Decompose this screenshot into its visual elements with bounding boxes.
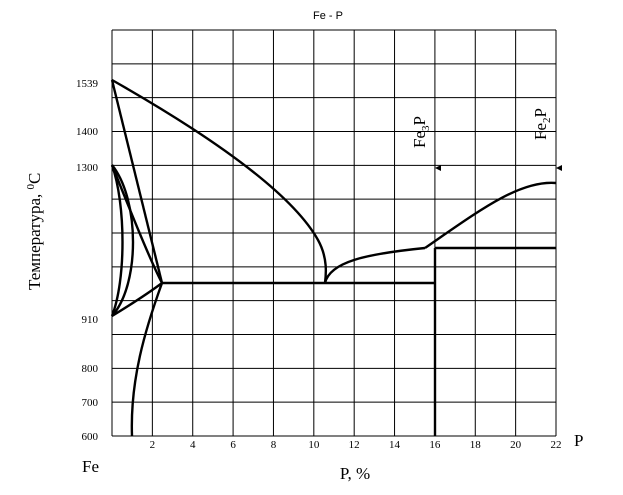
axis-end-label: P <box>574 431 583 450</box>
gamma-loop <box>110 164 124 317</box>
solidus <box>110 79 164 284</box>
x-tick-label: 12 <box>349 439 360 451</box>
y-axis-label: Температура, 0C <box>25 173 44 290</box>
y-tick-label: 1400 <box>76 126 99 138</box>
x-tick-label: 10 <box>308 439 320 451</box>
y-tick-label: 600 <box>82 431 99 443</box>
phase-label: Fe3P <box>410 116 432 148</box>
y-tick-label: 1300 <box>76 162 99 174</box>
x-tick-label: 20 <box>510 439 522 451</box>
x-tick-label: 6 <box>230 439 236 451</box>
x-tick-label: 16 <box>429 439 441 451</box>
x-tick-label: 14 <box>389 439 401 451</box>
tick-labels: 2 4 6 8 10 12 14 16 18 20 22 600 700 800 910 1300 1400 15… <box>76 78 562 451</box>
phase-lines <box>110 78 557 437</box>
phase-label: Fe2P <box>531 108 553 140</box>
origin-label: Fe <box>82 457 99 476</box>
x-tick-label: 2 <box>150 439 156 451</box>
grid <box>111 29 557 437</box>
x-tick-label: 4 <box>190 439 196 451</box>
y-tick-label: 800 <box>82 363 99 375</box>
y-tick-label: 910 <box>82 314 99 326</box>
phase-line <box>110 164 164 284</box>
gamma-loop <box>111 164 135 317</box>
x-tick-label: 18 <box>470 439 482 451</box>
y-tick-label: 700 <box>82 397 99 409</box>
chart-title: Fe - P <box>313 10 343 22</box>
y-tick-label: 1539 <box>76 78 99 90</box>
solvus <box>130 282 164 437</box>
liquidus <box>323 246 426 284</box>
liquidus <box>424 181 557 249</box>
x-tick-label: 8 <box>271 439 277 451</box>
liquidus <box>111 78 328 284</box>
x-tick-label: 22 <box>551 439 562 451</box>
phase-line <box>111 282 163 318</box>
x-axis-label: P, % <box>340 464 370 483</box>
